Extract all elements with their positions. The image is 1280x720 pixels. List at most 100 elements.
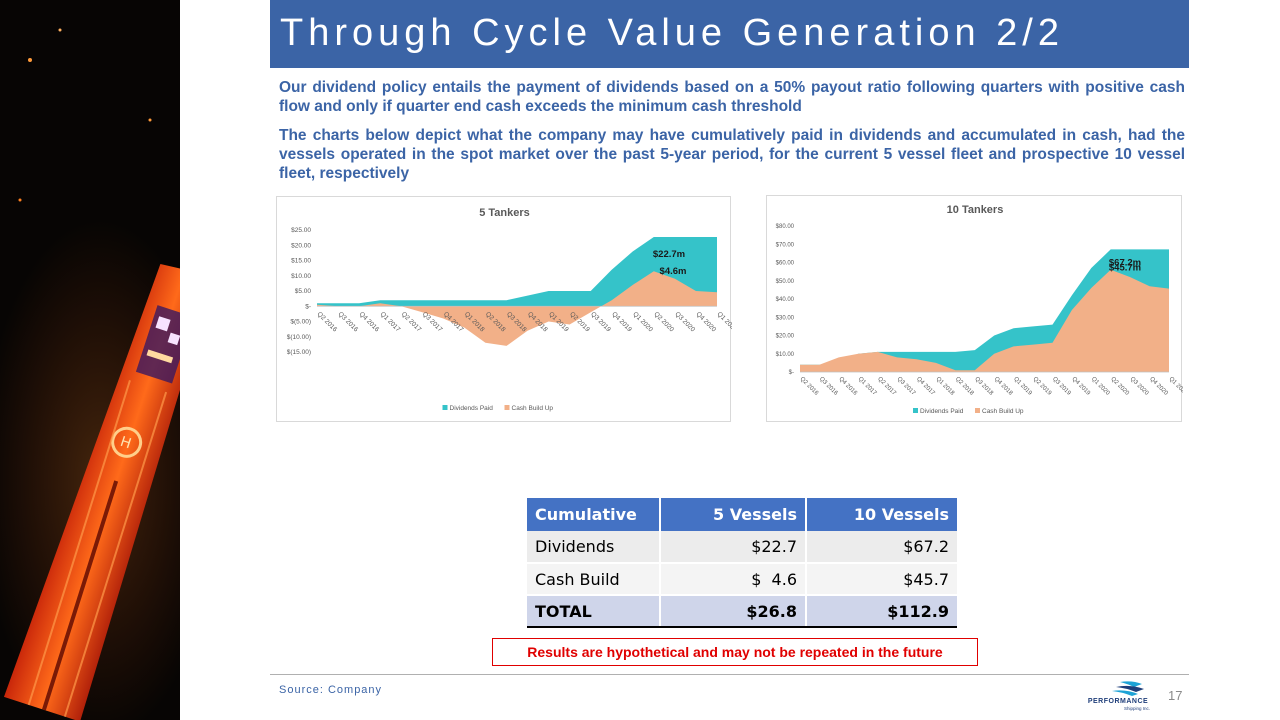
table-row: Dividends $22.7 $67.2 (527, 531, 957, 564)
x-tick-label: Q4 2018 (993, 376, 1014, 397)
x-tick-label: Q4 2016 (358, 311, 381, 334)
x-tick-label: Q3 2019 (589, 311, 612, 334)
x-tick-label: Q3 2019 (1051, 376, 1072, 397)
footer-divider (270, 674, 1189, 675)
y-tick-label: $40.00 (776, 297, 795, 303)
policy-paragraph: Our dividend policy entails the payment … (279, 79, 1185, 115)
data-label: $67.2m (1109, 257, 1141, 268)
page-number: 17 (1168, 688, 1183, 703)
header-10-vessels: 10 Vessels (806, 498, 957, 531)
x-tick-label: Q4 2019 (610, 311, 633, 334)
x-tick-label: Q1 2017 (379, 311, 402, 334)
x-tick-label: Q4 2016 (837, 376, 858, 397)
y-tick-label: $60.00 (776, 261, 795, 267)
x-tick-label: Q2 2016 (316, 311, 339, 334)
y-tick-label: $20.00 (291, 242, 311, 249)
x-tick-label: Q3 2020 (1129, 376, 1150, 397)
x-tick-label: Q3 2017 (896, 376, 917, 397)
x-tick-label: Q3 2018 (973, 376, 994, 397)
x-tick-label: Q2 2017 (400, 311, 423, 334)
svg-text:H: H (118, 434, 133, 452)
y-tick-label: $(10.00) (287, 334, 311, 341)
total-10-vessels: $112.9 (806, 594, 957, 628)
source-note: Source: Company (279, 684, 383, 696)
legend-label: Dividends Paid (920, 408, 964, 415)
x-tick-label: Q4 2019 (1070, 376, 1091, 397)
total-5-vessels: $26.8 (660, 594, 807, 628)
y-tick-label: $80.00 (776, 224, 795, 230)
data-label: $4.6m (660, 266, 687, 277)
x-tick-label: Q3 2020 (673, 311, 696, 334)
x-tick-label: Q4 2017 (915, 376, 936, 397)
data-label: $45.7m (1109, 263, 1141, 274)
company-logo: PERFORMANCE Shipping Inc. (1086, 678, 1150, 714)
ship-logo-icon (1112, 681, 1144, 696)
x-tick-label: Q1 2018 (935, 376, 956, 397)
page-title: Through Cycle Value Generation 2/2 (280, 12, 1064, 54)
series-area-cash-build (800, 269, 1169, 372)
y-tick-label: $25.00 (291, 227, 311, 234)
total-label: TOTAL (527, 594, 661, 628)
header-cumulative: Cumulative (527, 498, 661, 531)
logo-name: PERFORMANCE (1087, 698, 1149, 705)
y-tick-label: $- (305, 303, 311, 310)
charts-description-paragraph: The charts below depict what the company… (279, 127, 1185, 182)
legend-swatch (913, 408, 918, 413)
y-tick-label: $30.00 (776, 315, 795, 321)
y-tick-label: $15.00 (291, 258, 311, 265)
y-tick-label: $(15.00) (287, 349, 311, 356)
header-5-vessels: 5 Vessels (660, 498, 807, 531)
y-tick-label: $10.00 (776, 352, 795, 358)
row-label: Dividends (527, 531, 661, 564)
x-tick-label: Q4 2020 (695, 311, 718, 334)
x-tick-label: Q1 2019 (1012, 376, 1033, 397)
legend-label: Dividends Paid (450, 405, 494, 412)
x-tick-label: Q1 2020 (1090, 376, 1111, 397)
cell-5-vessels: $22.7 (660, 531, 807, 564)
chart-5-tankers: 5 Tankers $25.00 $20.00 $15.00 $10.00 $5.00 $-… (276, 196, 732, 422)
cumulative-table: Cumulative 5 Vessels 10 Vessels Dividend… (527, 498, 957, 628)
x-tick-label: Q2 2019 (1032, 376, 1053, 397)
disclaimer-box: Results are hypothetical and may not be … (492, 638, 978, 666)
x-tick-label: Q1 2021 (1168, 376, 1183, 397)
table-header-row: Cumulative 5 Vessels 10 Vessels (527, 498, 957, 531)
y-tick-label: $5.00 (295, 288, 312, 295)
x-tick-label: Q1 2021 (716, 311, 732, 334)
cell-5-vessels: $ 4.6 (660, 563, 807, 596)
y-tick-label: $10.00 (291, 273, 311, 280)
x-tick-label: Q4 2020 (1148, 376, 1169, 397)
table-total-row: TOTAL $26.8 $112.9 (527, 594, 957, 628)
title-bar: Through Cycle Value Generation 2/2 (270, 0, 1189, 68)
chart-title: 10 Tankers (947, 204, 1004, 216)
tanker-photo: H (0, 0, 180, 720)
x-tick-label: Q2 2020 (1109, 376, 1130, 397)
legend-label: Cash Build Up (512, 405, 554, 412)
y-tick-label: $50.00 (776, 279, 795, 285)
series-area-dividends (317, 237, 717, 307)
chart-title: 5 Tankers (479, 207, 530, 219)
y-tick-label: $70.00 (776, 242, 795, 248)
series-area-cash-build (317, 271, 717, 346)
cell-10-vessels: $67.2 (806, 531, 957, 564)
data-label: $22.7m (653, 249, 685, 260)
x-tick-label: Q3 2016 (337, 311, 360, 334)
x-tick-label: Q2 2017 (876, 376, 897, 397)
legend-swatch (975, 408, 980, 413)
y-tick-label: $20.00 (776, 334, 795, 340)
legend-swatch (504, 405, 510, 410)
table-row: Cash Build $ 4.6 $45.7 (527, 563, 957, 596)
row-label: Cash Build (527, 563, 661, 596)
x-tick-label: Q2 2016 (799, 376, 820, 397)
chart-10-tankers: 10 Tankers $80.00 $70.00 $60.00 $50.00 $40.00… (766, 195, 1183, 422)
legend-swatch (442, 405, 448, 410)
y-tick-label: $- (789, 370, 794, 376)
x-tick-label: Q1 2020 (631, 311, 654, 334)
x-tick-label: Q3 2016 (818, 376, 839, 397)
x-tick-label: Q2 2018 (954, 376, 975, 397)
legend-label: Cash Build Up (982, 408, 1024, 415)
x-tick-label: Q2 2020 (652, 311, 675, 334)
cell-10-vessels: $45.7 (806, 563, 957, 596)
x-tick-label: Q1 2017 (857, 376, 878, 397)
y-tick-label: $(5.00) (290, 319, 311, 326)
logo-subtitle: Shipping Inc. (1123, 706, 1150, 711)
